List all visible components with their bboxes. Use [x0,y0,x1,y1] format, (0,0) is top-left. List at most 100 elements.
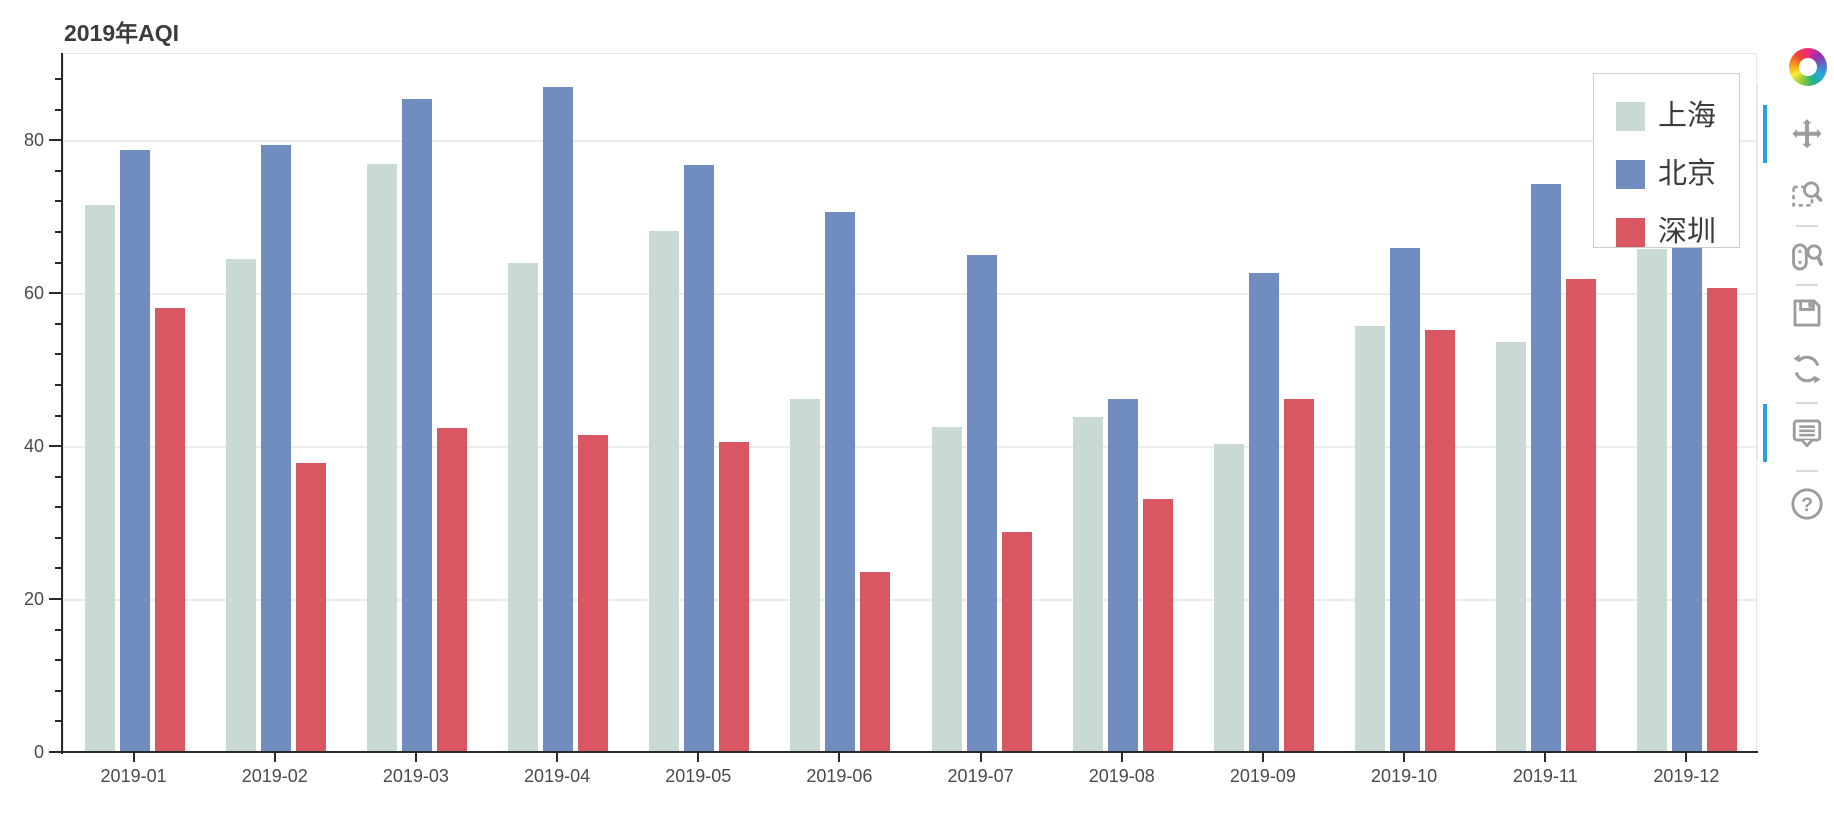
y-tick-minor [55,659,62,662]
x-tick [979,753,982,762]
y-tick-minor [55,108,62,111]
bar-北京-2019-08 [1107,399,1138,751]
toolbar-separator [1796,470,1818,472]
x-tick-label: 2019-04 [524,766,591,786]
x-tick-label: 2019-02 [241,766,308,786]
toolbar-separator [1796,225,1818,227]
y-axis [61,53,63,754]
y-tick-minor [55,78,62,80]
x-tick [1685,753,1688,762]
y-tick-minor [55,475,62,478]
y-tick [49,751,62,753]
x-tick-label: 2019-06 [806,766,873,786]
x-tick [273,753,276,762]
gridline [64,599,1756,602]
bar-北京-2019-05 [684,165,715,751]
wheel-zoom-icon [1790,240,1824,274]
y-tick [49,598,62,601]
bar-深圳-2019-11 [1566,279,1597,751]
pan-tool-button[interactable] [1790,117,1824,151]
x-tick-label: 2019-09 [1229,766,1296,786]
bar-深圳-2019-03 [436,428,467,751]
y-tick-minor [55,536,62,539]
box-zoom-tool-button[interactable] [1790,177,1824,211]
plot-canvas[interactable] [63,53,1757,752]
y-tick-label: 60 [23,283,44,304]
bar-上海-2019-11 [1496,341,1527,751]
box-zoom-icon [1790,177,1824,211]
y-tick-minor [55,628,62,631]
bar-北京-2019-07 [966,255,997,751]
y-tick-minor [55,230,62,233]
x-tick-label: 2019-11 [1512,766,1578,786]
pan-icon [1790,117,1824,151]
bar-北京-2019-03 [401,99,432,751]
y-tick [49,292,62,295]
x-axis [61,751,1758,753]
x-tick [838,753,841,762]
y-tick-minor [55,322,62,325]
y-tick-minor [55,689,62,692]
bar-深圳-2019-04 [578,435,609,751]
tool-active-indicator [1763,404,1767,462]
x-tick-label: 2019-03 [382,766,449,786]
bar-深圳-2019-08 [1142,499,1173,751]
legend-label: 深圳 [1658,216,1717,248]
x-tick [1120,753,1123,762]
x-tick-label: 2019-08 [1088,766,1155,786]
gridline [64,140,1756,143]
y-tick-minor [55,200,62,203]
bar-上海-2019-09 [1213,444,1244,751]
bar-上海-2019-01 [84,204,115,751]
reset-tool-button[interactable] [1790,352,1824,386]
y-tick-minor [55,414,62,417]
help-tool-button[interactable]: ? [1790,487,1824,521]
bar-上海-2019-04 [508,263,539,751]
legend-label: 北京 [1658,158,1717,190]
y-tick [49,139,62,142]
legend-item: 上海 [1616,102,1739,131]
x-tick [1544,753,1547,762]
toolbar-separator [1796,402,1818,404]
bar-深圳-2019-05 [719,442,750,751]
bar-上海-2019-05 [649,230,680,751]
bar-上海-2019-12 [1637,248,1668,751]
bar-上海-2019-08 [1072,416,1103,751]
bar-北京-2019-12 [1672,242,1703,751]
bar-深圳-2019-02 [295,463,326,751]
bar-北京-2019-11 [1531,183,1562,751]
bar-北京-2019-09 [1248,273,1279,751]
bar-深圳-2019-01 [154,308,185,751]
toolbar-divider [1757,85,1758,460]
x-tick-label: 2019-07 [947,766,1014,786]
y-tick-minor [55,353,62,356]
legend-item: 北京 [1616,160,1739,189]
hover-tool-button[interactable] [1790,416,1824,450]
legend-swatch [1616,160,1645,189]
legend-swatch [1616,218,1645,247]
toolbar: ? [1762,0,1834,560]
x-tick [414,753,417,762]
save-tool-button[interactable] [1790,296,1824,330]
svg-text:?: ? [1801,494,1813,516]
bar-上海-2019-06 [790,399,821,751]
tool-active-indicator [1763,105,1767,163]
help-icon: ? [1790,487,1824,521]
legend-label: 上海 [1658,100,1717,132]
save-icon [1790,296,1824,330]
bar-北京-2019-04 [543,87,574,751]
x-tick-label: 2019-01 [100,766,167,786]
toolbar-separator [1796,284,1818,286]
chart-title: 2019年AQI [64,20,180,46]
y-tick-minor [55,261,62,264]
gridline [64,446,1756,449]
bar-上海-2019-03 [366,164,397,751]
x-tick-label: 2019-10 [1371,766,1438,786]
y-tick-label: 0 [33,742,44,762]
legend-item: 深圳 [1616,218,1739,247]
reset-icon [1790,352,1824,386]
wheel-zoom-tool-button[interactable] [1790,240,1824,274]
x-tick [697,753,700,762]
bokeh-logo-icon[interactable] [1789,48,1827,86]
bar-北京-2019-01 [119,149,150,751]
